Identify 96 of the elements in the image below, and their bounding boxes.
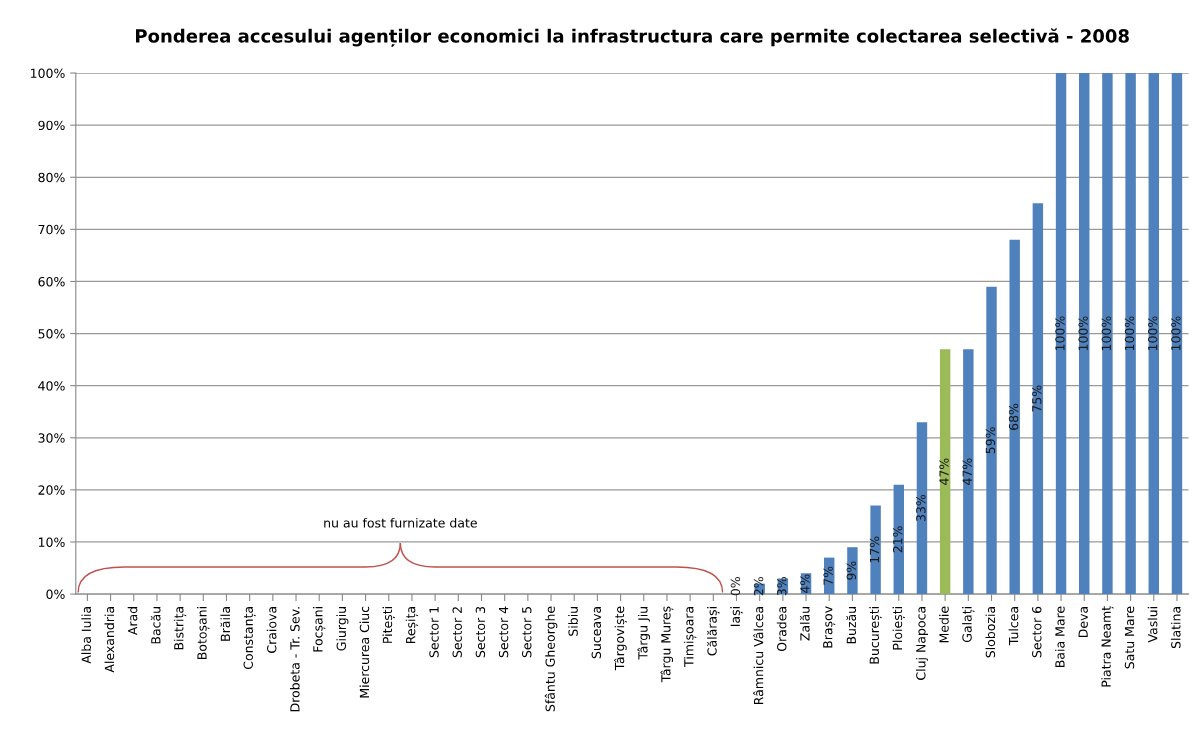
data-label: 68% — [1008, 403, 1019, 430]
bar — [893, 484, 904, 595]
x-tick-label: Timișoara — [683, 607, 697, 667]
y-tick-label: 50% — [38, 329, 65, 339]
x-tick-label: București — [869, 607, 882, 664]
x-tick-label: Sector 5 — [522, 606, 532, 658]
x-tick-label: Buzău — [846, 607, 857, 644]
bar — [1009, 239, 1020, 595]
data-label: 100% — [1101, 316, 1112, 351]
x-tick-label: Râmnicu Vâlcea — [753, 607, 764, 705]
x-tick-label: Sfântu Gheorghe — [544, 606, 558, 712]
x-tick-label: Slobozia — [985, 607, 996, 658]
x-tick-label: Suceava — [591, 607, 602, 659]
x-tick-label: Craiova — [266, 607, 277, 653]
y-tick-label: 70% — [38, 224, 65, 235]
bar — [1055, 73, 1067, 595]
data-label: 4% — [800, 574, 810, 593]
bar — [1102, 73, 1113, 595]
bar — [939, 349, 951, 595]
bar — [1125, 73, 1136, 595]
x-tick-label: Deva — [1078, 607, 1088, 638]
y-tick-label: 100% — [31, 68, 65, 78]
x-tick-label: Vaslui — [1147, 607, 1158, 643]
y-tick-label: 60% — [38, 276, 65, 287]
x-tick-label: Piatra Neamț — [1101, 606, 1114, 687]
x-tick-label: Brăila — [220, 607, 231, 641]
data-label: 100% — [1147, 316, 1158, 351]
x-tick-label: Miercurea Ciuc — [359, 606, 370, 698]
data-label: 100% — [1055, 316, 1065, 351]
bar — [1148, 73, 1160, 595]
data-label: 17% — [869, 536, 880, 563]
bar — [1171, 73, 1183, 595]
x-tick-label: Alba Iulia — [81, 607, 92, 664]
x-tick-label: Iași — [730, 607, 743, 626]
data-label: 100% — [1124, 316, 1135, 351]
y-tick-label: 10% — [38, 537, 65, 547]
data-label: 21% — [892, 526, 903, 553]
x-tick-label: Focșani — [312, 607, 326, 652]
data-label: 100% — [1171, 316, 1181, 351]
data-label: 59% — [985, 427, 996, 454]
x-tick-label: Sector 4 — [498, 606, 509, 658]
x-tick-label: Bistrița — [173, 607, 187, 650]
x-tick-label: Călărași — [707, 607, 720, 656]
data-label: 47% — [939, 458, 949, 485]
x-tick-label: Brașov — [823, 606, 836, 648]
data-label: 75% — [1032, 385, 1042, 412]
x-tick-label: Tulcea — [1008, 607, 1019, 646]
y-tick-label: 0% — [46, 589, 65, 600]
chart-title: Ponderea accesului agenților economici la infrastructura care permite colectarea selectivă - 2008 — [136, 28, 1129, 47]
x-tick-label: Târgu Mureș — [660, 606, 674, 683]
data-label: 33% — [916, 494, 926, 522]
x-tick-label: Târgu Jiu — [637, 607, 651, 660]
x-tick-label: Slatina — [1170, 607, 1181, 649]
y-tick-label: 40% — [38, 381, 65, 391]
x-tick-label: Medie — [939, 606, 949, 643]
x-tick-label: Reșița — [405, 607, 419, 644]
bar — [1032, 203, 1044, 595]
x-tick-label: Ploiești — [892, 607, 906, 650]
x-tick-label: Drobeta - Tr. Sev. — [289, 607, 300, 712]
data-label: 100% — [1078, 316, 1088, 351]
annotation: nu au fost furnizate date — [324, 517, 477, 528]
data-label: 3% — [777, 577, 787, 596]
x-tick-label: Pitești — [382, 607, 396, 643]
x-tick-label: Constanța — [243, 607, 256, 670]
x-tick-label: Satu Mare — [1124, 606, 1135, 669]
y-tick-label: 20% — [38, 485, 65, 495]
y-tick-label: 80% — [38, 172, 65, 183]
x-tick-label: Botoșani — [197, 607, 210, 660]
x-tick-label: Galați — [962, 607, 975, 643]
x-tick-label: Târgoviște — [614, 606, 628, 671]
bar — [1079, 73, 1090, 595]
x-tick-label: Sector 6 — [1032, 606, 1042, 658]
x-tick-label: Arad — [127, 607, 138, 636]
data-label: 7% — [823, 566, 833, 585]
data-label: 2% — [753, 577, 764, 596]
x-tick-label: Zalău — [799, 607, 810, 641]
x-tick-label: Baia Mare — [1055, 606, 1065, 667]
x-tick-label: Sector 2 — [452, 607, 462, 658]
y-tick-label: 30% — [38, 433, 65, 443]
x-tick-label: Alexandria — [104, 607, 115, 673]
x-tick-label: Sibiu — [568, 607, 578, 636]
y-tick-label: 90% — [38, 120, 65, 131]
data-label: 0% — [730, 577, 741, 596]
bar — [963, 349, 974, 595]
x-tick-label: Sector 1 — [429, 607, 439, 658]
bar — [847, 547, 858, 595]
bar — [986, 286, 997, 595]
data-label: 9% — [846, 561, 857, 580]
x-tick-label: Cluj Napoca — [915, 607, 929, 680]
x-tick-label: Sector 3 — [475, 606, 486, 658]
x-tick-label: Giurgiu — [336, 607, 349, 651]
bar — [916, 422, 928, 595]
data-label: 47% — [962, 458, 972, 485]
x-tick-label: Oradea — [776, 607, 787, 652]
x-tick-label: Bacău — [150, 607, 161, 644]
bar — [870, 505, 881, 595]
